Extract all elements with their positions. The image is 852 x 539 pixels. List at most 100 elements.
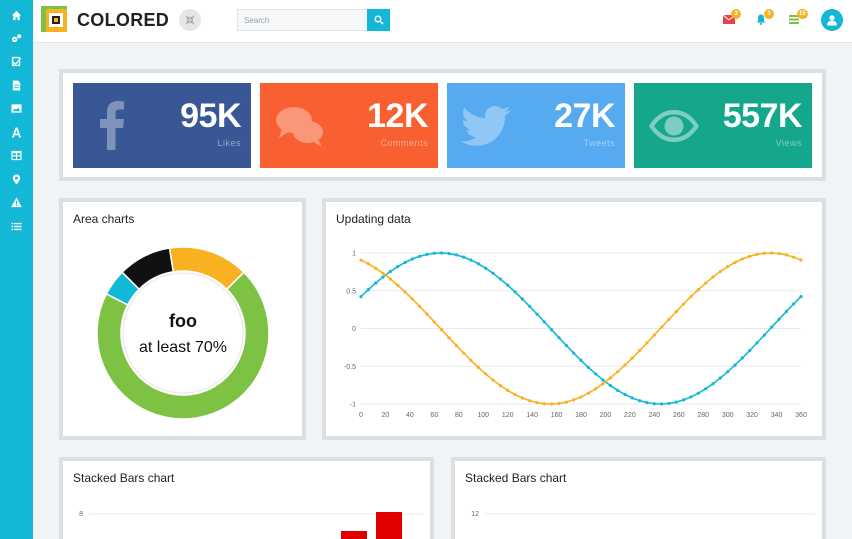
series-point[interactable] [359,294,363,299]
series-point[interactable] [572,351,576,355]
series-point[interactable] [740,356,744,360]
stat-tile-tweets[interactable]: 27K Tweets [447,83,625,168]
font-icon[interactable] [10,126,23,138]
series-point[interactable] [564,343,568,348]
series-point[interactable] [755,252,759,256]
series-point[interactable] [396,265,400,269]
series-point[interactable] [726,370,730,374]
series-point[interactable] [755,341,759,345]
series-point[interactable] [718,269,722,274]
series-point[interactable] [535,401,539,405]
series-point[interactable] [535,312,539,316]
series-point[interactable] [799,258,803,262]
search-input[interactable] [237,9,368,31]
search-button[interactable] [367,9,390,31]
series-point[interactable] [630,396,634,400]
user-avatar[interactable] [821,9,843,31]
series-point[interactable] [447,251,451,256]
series-point[interactable] [667,317,671,321]
series-point[interactable] [594,372,598,376]
series-point[interactable] [616,370,620,374]
series-point[interactable] [638,399,642,403]
series-point[interactable] [542,320,546,324]
stat-tile-comments[interactable]: 12K Comments [260,83,438,168]
series-point[interactable] [498,277,502,281]
series-point[interactable] [506,283,510,287]
series-point[interactable] [777,317,781,321]
series-point[interactable] [674,309,678,314]
stat-tile-views[interactable]: 557K Views [634,83,812,168]
series-point[interactable] [674,400,678,404]
series-point[interactable] [550,402,554,406]
series-point[interactable] [682,398,686,402]
series-point[interactable] [506,388,510,392]
series-point[interactable] [513,290,517,294]
series-point[interactable] [638,348,642,353]
checkbox-icon[interactable] [10,55,23,67]
series-point[interactable] [418,254,422,258]
document-icon[interactable] [10,79,23,91]
series-point[interactable] [748,254,752,258]
series-point[interactable] [726,265,730,269]
series-point[interactable] [410,257,414,261]
series-point[interactable] [660,402,664,406]
series-point[interactable] [476,365,480,369]
series-point[interactable] [359,258,363,262]
series-point[interactable] [432,320,436,324]
table-icon[interactable] [10,149,23,161]
series-point[interactable] [447,336,451,340]
series-point[interactable] [550,328,554,332]
tasks-button[interactable]: 15 [789,9,808,25]
series-point[interactable] [762,333,766,337]
series-point[interactable] [418,304,422,309]
map-marker-icon[interactable] [10,173,23,185]
series-point[interactable] [616,388,620,392]
series-point[interactable] [403,260,407,265]
series-point[interactable] [792,255,796,259]
series-point[interactable] [733,260,737,265]
series-point[interactable] [476,262,480,266]
series-point[interactable] [784,309,788,314]
stat-tile-likes[interactable]: 95K Likes [73,83,251,168]
series-point[interactable] [572,398,576,402]
series-point[interactable] [440,251,444,255]
series-point[interactable] [381,271,385,275]
series-point[interactable] [557,401,561,406]
alerts-button[interactable]: 3 [756,9,774,25]
series-point[interactable] [630,356,634,360]
series-point[interactable] [770,251,774,255]
series-point[interactable] [498,383,502,388]
series-point[interactable] [462,255,466,259]
mail-button[interactable]: 3 [723,9,741,25]
series-point[interactable] [799,294,803,299]
donut-slice[interactable] [168,246,245,291]
list-icon[interactable] [10,220,23,232]
series-point[interactable] [792,302,796,306]
series-point[interactable] [623,363,627,367]
series-point[interactable] [374,266,378,270]
fullscreen-button[interactable] [179,9,201,31]
series-point[interactable] [645,401,649,405]
series-point[interactable] [410,297,414,301]
brand-name[interactable]: COLORED [77,10,170,30]
series-point[interactable] [403,290,407,294]
series-point[interactable] [579,395,583,399]
series-point[interactable] [601,378,605,382]
series-point[interactable] [667,401,671,406]
series-point[interactable] [740,257,744,261]
series-point[interactable] [484,372,488,376]
series-point[interactable] [608,383,612,388]
series-point[interactable] [762,251,766,255]
series-point[interactable] [711,275,715,279]
series-point[interactable] [528,399,532,403]
series-point[interactable] [381,275,385,279]
series-point[interactable] [748,348,752,353]
series-point[interactable] [696,391,700,395]
series-point[interactable] [454,253,458,257]
series-point[interactable] [704,387,708,391]
series-point[interactable] [484,266,488,270]
series-point[interactable] [366,262,370,266]
series-point[interactable] [469,258,473,262]
series-point[interactable] [520,297,524,301]
series-point[interactable] [366,288,370,292]
